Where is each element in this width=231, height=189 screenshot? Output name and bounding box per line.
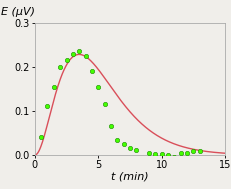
Point <box>191 150 194 153</box>
Point <box>153 152 156 155</box>
Point <box>128 147 131 150</box>
Point <box>178 151 182 154</box>
Point <box>197 150 201 153</box>
Point <box>109 125 112 128</box>
Point <box>64 59 68 62</box>
Point <box>77 50 81 53</box>
Point <box>83 54 87 57</box>
X-axis label: t (min): t (min) <box>111 171 148 181</box>
Point <box>39 136 43 139</box>
Point <box>121 143 125 146</box>
Text: E (μV): E (μV) <box>0 7 34 17</box>
Point <box>159 152 163 155</box>
Point <box>172 156 175 159</box>
Point <box>52 85 55 88</box>
Point <box>146 151 150 154</box>
Point <box>134 148 137 151</box>
Point <box>115 138 119 141</box>
Point <box>184 151 188 154</box>
Point <box>165 153 169 156</box>
Point <box>96 85 100 88</box>
Point <box>102 103 106 106</box>
Point <box>90 70 93 73</box>
Point <box>71 52 74 55</box>
Point <box>46 105 49 108</box>
Point <box>58 65 62 68</box>
